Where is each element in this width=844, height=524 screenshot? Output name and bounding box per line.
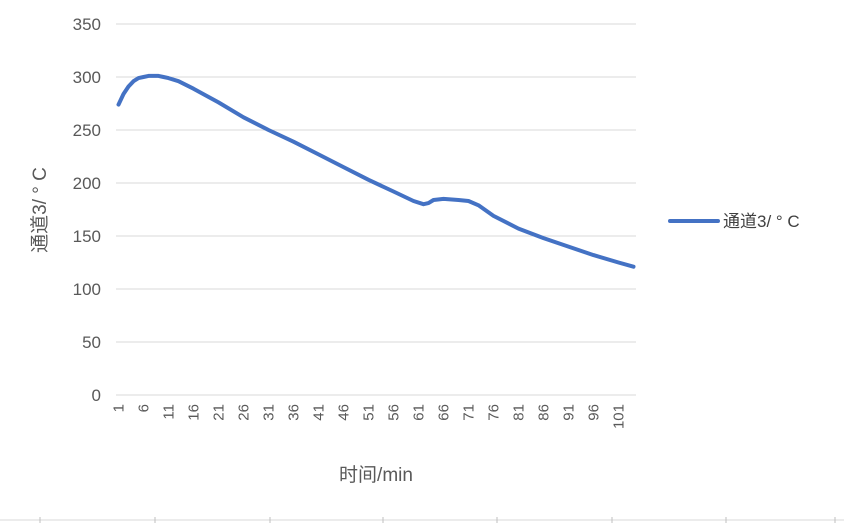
y-tick-label: 50: [82, 333, 101, 352]
x-tick-label: 81: [511, 404, 528, 421]
x-tick-label: 46: [336, 404, 353, 421]
x-tick-label: 31: [261, 404, 278, 421]
series-line: [116, 73, 636, 269]
x-tick-label: 51: [361, 404, 378, 421]
x-axis-label: 时间/min: [339, 464, 413, 486]
bottom-rule: [0, 517, 844, 523]
y-axis-ticks: 0 50 100 150 200 250 300 350: [73, 15, 101, 405]
y-tick-label: 100: [73, 280, 101, 299]
y-tick-label: 200: [73, 174, 101, 193]
series-group: [116, 73, 636, 269]
x-tick-label: 11: [161, 404, 178, 420]
x-tick-label: 86: [536, 404, 553, 421]
y-tick-label: 0: [92, 386, 101, 405]
x-tick-label: 71: [461, 404, 478, 421]
y-tick-label: 250: [73, 121, 101, 140]
x-tick-label: 66: [436, 404, 453, 421]
gridlines: [116, 23, 636, 396]
x-tick-label: 26: [236, 404, 253, 421]
x-tick-label: 21: [211, 404, 228, 421]
x-tick-label: 101: [611, 404, 628, 429]
x-tick-label: 91: [561, 404, 578, 421]
y-tick-label: 350: [73, 15, 101, 34]
x-tick-label: 96: [586, 404, 603, 421]
y-tick-label: 300: [73, 68, 101, 87]
x-tick-label: 6: [136, 404, 153, 412]
y-axis-label: 通道3/ ° C: [29, 167, 51, 253]
y-tick-label: 150: [73, 227, 101, 246]
x-tick-label: 76: [486, 404, 503, 421]
x-tick-label: 16: [186, 404, 203, 421]
x-tick-label: 41: [311, 404, 328, 421]
legend-entry: 通道3/ ° C: [723, 212, 800, 231]
x-axis-ticks: 1 6 11 16 21 26 31 36 41 46 51 56 61 66 71 76 81 86 91 96 10…: [111, 404, 628, 429]
x-tick-label: 36: [286, 404, 303, 421]
x-tick-label: 61: [411, 404, 428, 421]
x-tick-label: 56: [386, 404, 403, 421]
legend: 通道3/ ° C: [668, 212, 800, 231]
x-tick-label: 1: [111, 404, 128, 412]
